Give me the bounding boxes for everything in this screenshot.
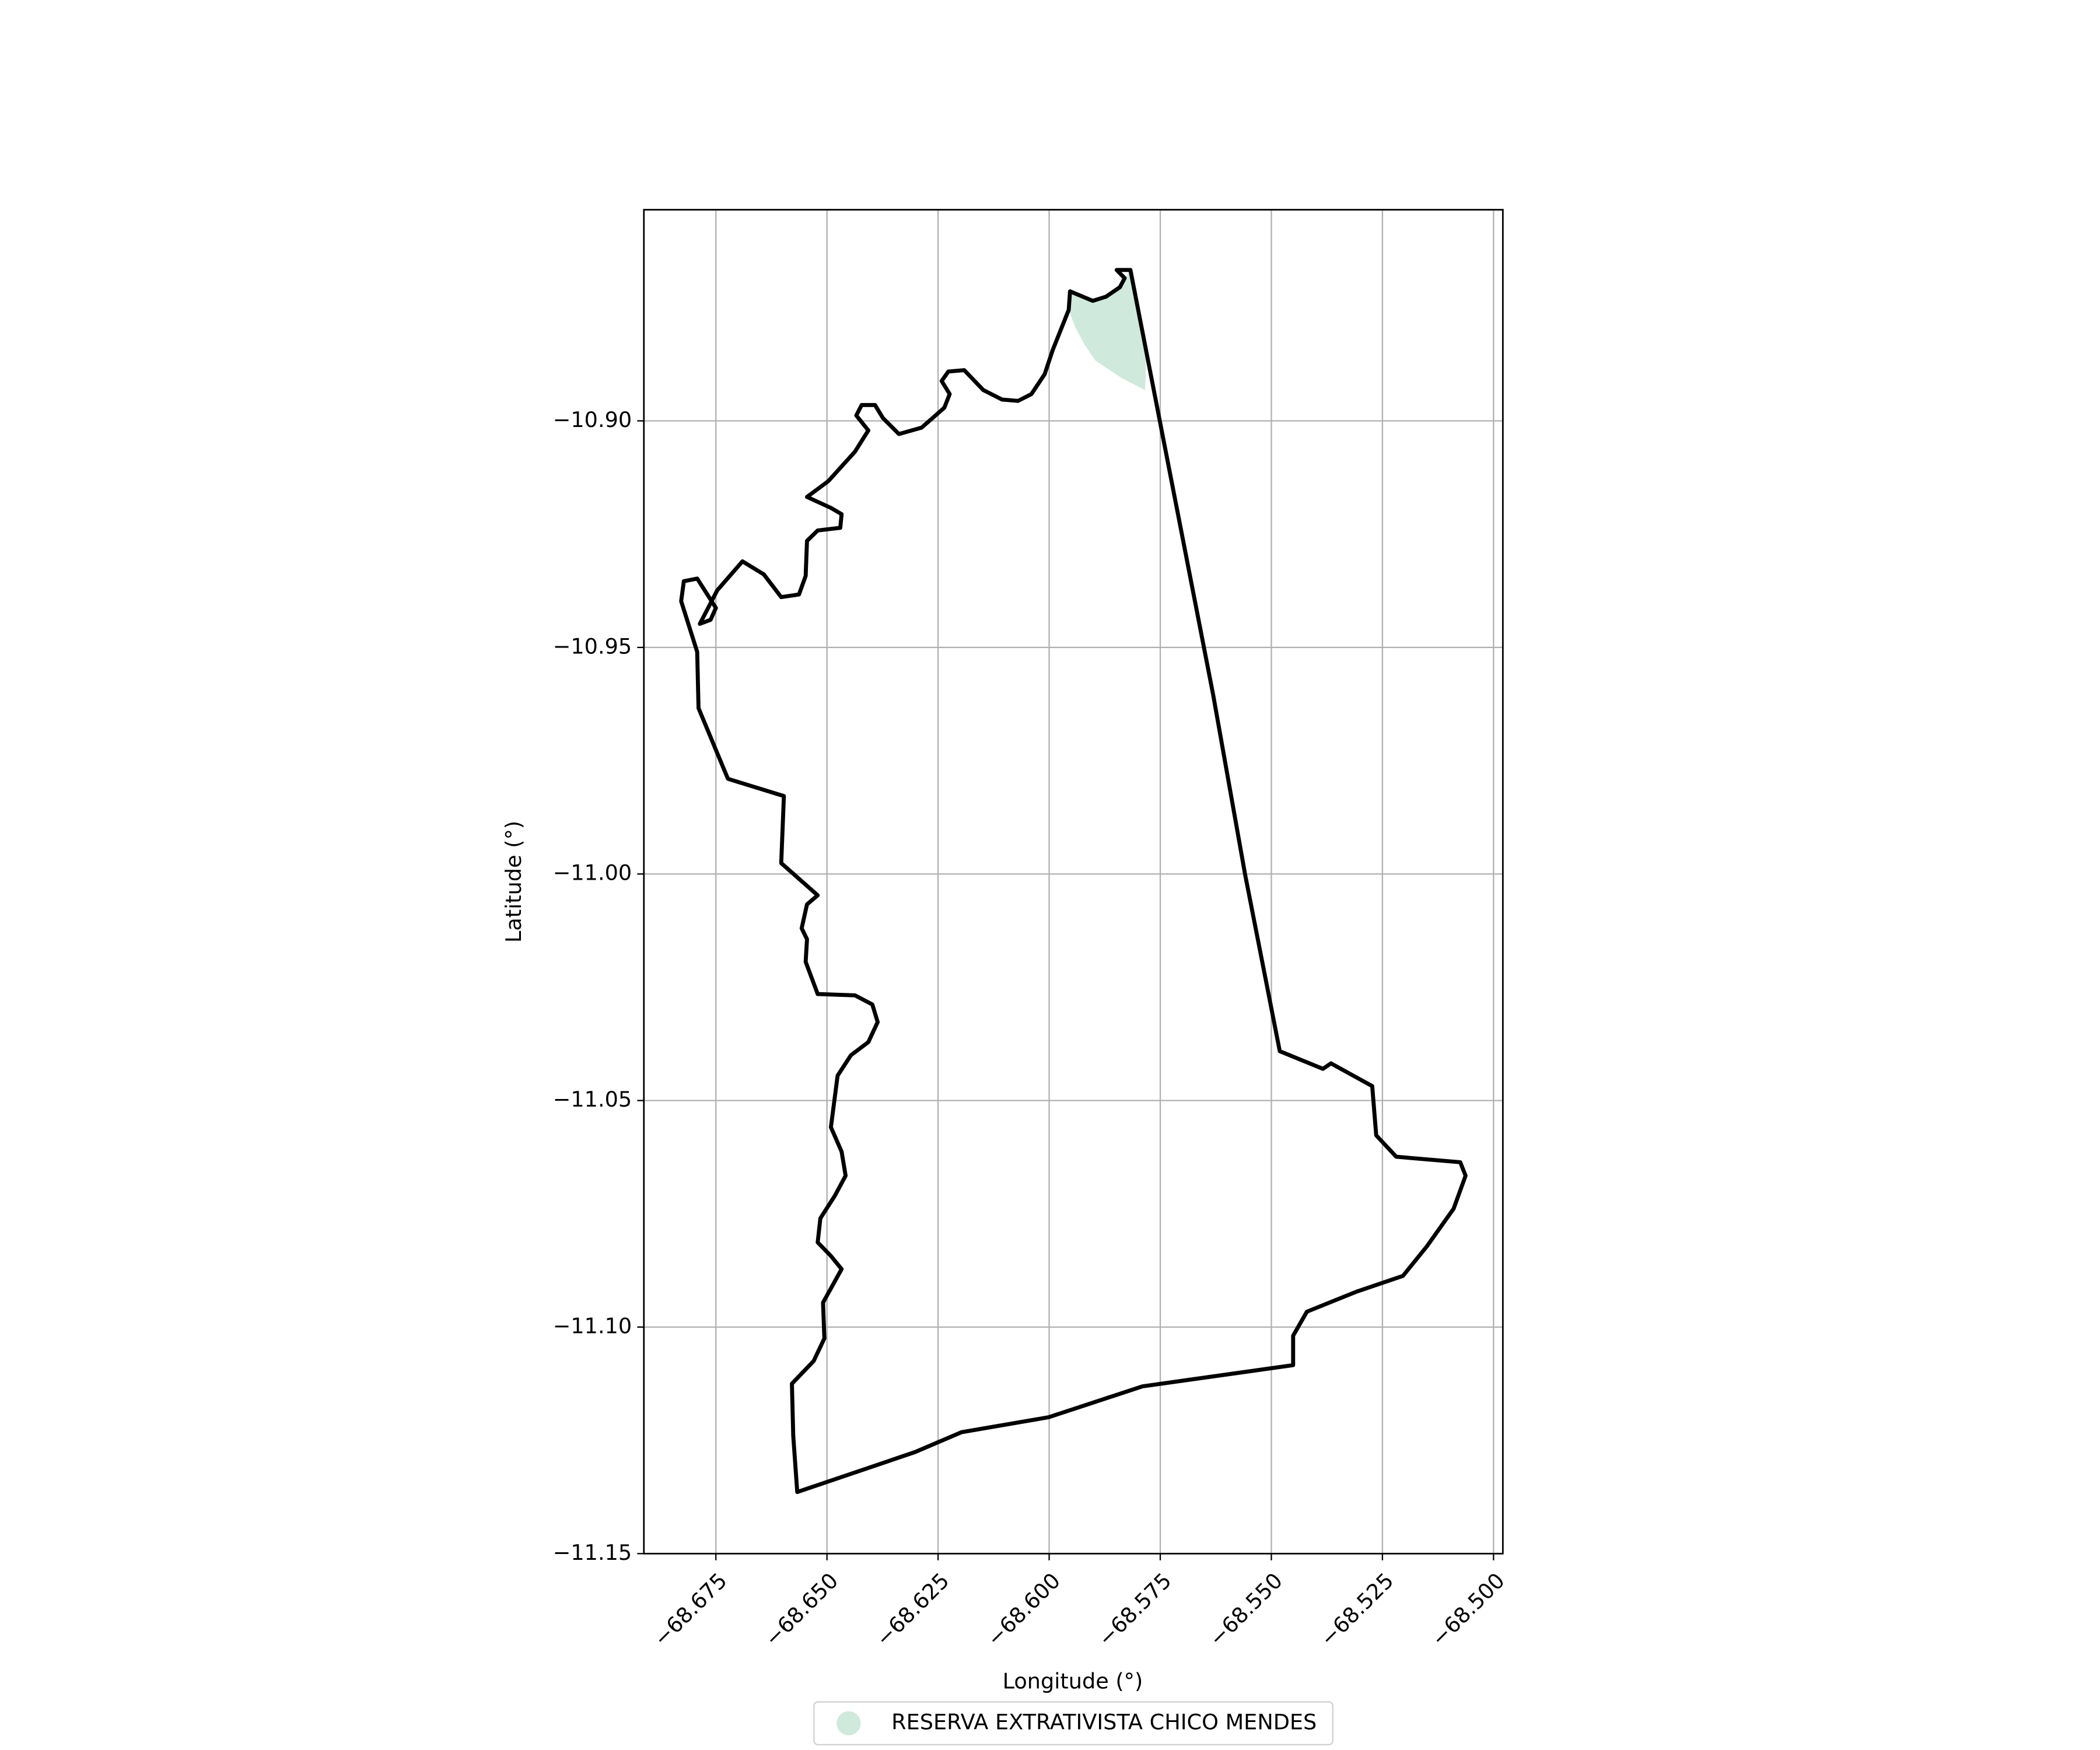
- y-tick-label: −11.10: [553, 1313, 632, 1338]
- x-tick-label: −68.550: [1204, 1568, 1287, 1651]
- legend: RESERVA EXTRATIVISTA CHICO MENDES: [813, 1701, 1334, 1745]
- legend-label: RESERVA EXTRATIVISTA CHICO MENDES: [891, 1710, 1317, 1735]
- x-tick-label: −68.500: [1426, 1568, 1510, 1651]
- boundary-outline: [679, 268, 1468, 1494]
- legend-box: [813, 1701, 1334, 1745]
- y-tick-label: −11.00: [553, 860, 632, 886]
- x-tick-label: −68.650: [760, 1568, 843, 1651]
- y-tick-label: −11.05: [553, 1087, 632, 1112]
- x-tick-label: −68.600: [982, 1568, 1065, 1651]
- legend-marker: [836, 1711, 861, 1735]
- y-axis-label: Latitude (°): [501, 821, 526, 943]
- y-tick-label: −10.95: [553, 634, 632, 659]
- x-tick-label: −68.525: [1315, 1568, 1399, 1651]
- plot-frame: [643, 209, 1504, 1555]
- x-tick-label: −68.575: [1093, 1568, 1177, 1651]
- y-tick-label: −11.15: [553, 1540, 632, 1565]
- y-tick-label: −10.90: [553, 407, 632, 432]
- x-axis-label: Longitude (°): [1003, 1669, 1143, 1694]
- x-tick-label: −68.625: [871, 1568, 954, 1651]
- x-tick-label: −68.675: [649, 1568, 732, 1651]
